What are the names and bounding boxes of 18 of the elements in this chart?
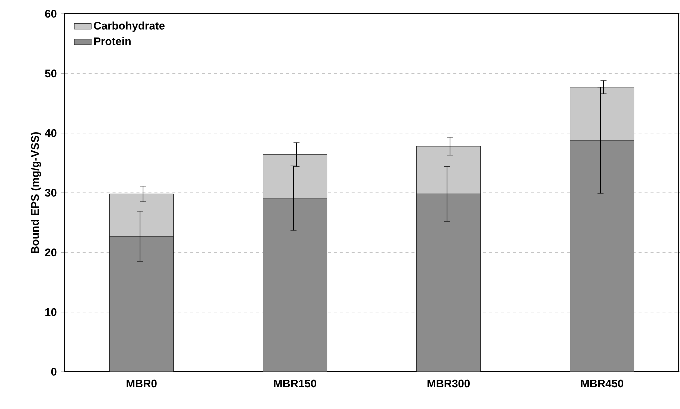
bar	[263, 198, 328, 372]
y-tick-label: 40	[45, 129, 57, 138]
x-tick-label: MBR0	[126, 380, 157, 388]
bar	[570, 140, 634, 372]
y-tick-label: 60	[45, 10, 57, 18]
y-tick-label: 20	[45, 248, 57, 257]
y-tick-label: 10	[46, 308, 57, 316]
y-tick-label: 50	[45, 70, 57, 78]
y-tick-label: 30	[45, 189, 57, 197]
legend-label: Carbohydrate	[94, 22, 165, 32]
y-axis-title: Bound EPS (mg/g-VSS)	[31, 132, 42, 254]
x-tick-label: MBR150	[274, 380, 317, 388]
y-tick-label: 0	[51, 368, 57, 376]
bar	[110, 236, 174, 372]
bar	[416, 194, 481, 372]
legend-label: Protein	[94, 37, 131, 46]
x-tick-label: MBR450	[581, 380, 624, 388]
x-tick-label: MBR300	[428, 380, 470, 388]
